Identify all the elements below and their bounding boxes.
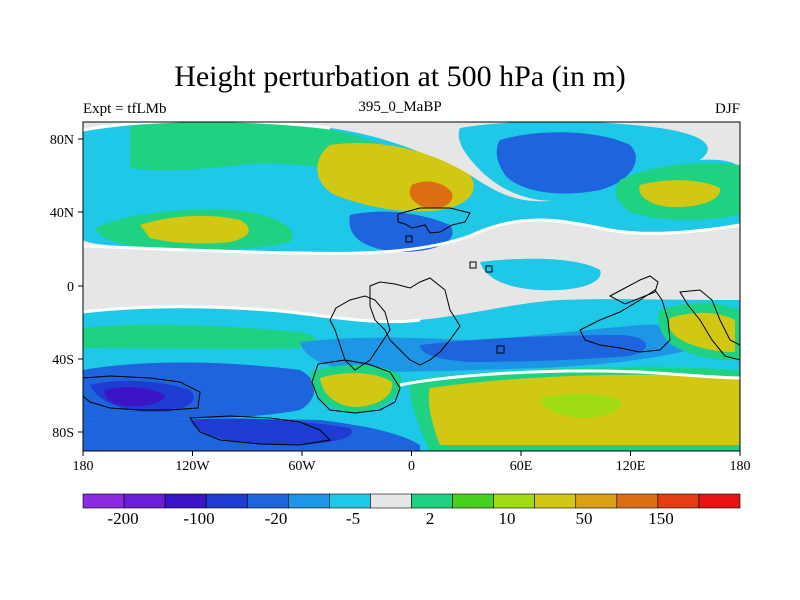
colorbar-swatch xyxy=(657,493,700,509)
x-axis xyxy=(82,451,741,456)
season-label: DJF xyxy=(714,101,740,117)
contour-southwest-darkblue xyxy=(190,418,352,445)
period-label: 395_0_MaBP xyxy=(358,99,442,115)
colorbar-swatch xyxy=(329,493,371,509)
coastline-island-2 xyxy=(469,261,477,269)
coastline-south-west-lower xyxy=(189,415,332,446)
colorbar-label: -20 xyxy=(265,509,288,528)
contour-east-south-yellow xyxy=(668,312,735,352)
colorbar-label: 150 xyxy=(648,509,674,528)
colorbar-swatch xyxy=(82,493,125,509)
x-tick-label: 180 xyxy=(73,459,94,474)
coastline-west-south xyxy=(83,375,201,411)
y-tick-label: 40N xyxy=(50,206,74,221)
experiment-label: Expt = tfLMb xyxy=(83,101,167,117)
colorbar-swatch xyxy=(534,493,577,509)
coastline-island-3 xyxy=(485,265,493,273)
zero-contour-line xyxy=(399,369,740,387)
colorbar-labels: -200 -100 -20 -5 2 10 50 150 xyxy=(107,509,673,528)
contour-pacific-blue xyxy=(496,132,636,194)
contour-south-green xyxy=(83,324,317,349)
x-tick-label: 60E xyxy=(510,459,533,474)
y-tick-label: 40S xyxy=(52,353,74,368)
colorbar-swatch xyxy=(411,493,453,509)
colorbar-swatch xyxy=(616,493,659,509)
coastline-east-asia xyxy=(608,275,659,305)
contour-atlantic-blue xyxy=(349,211,453,252)
x-tick-label: 60W xyxy=(288,459,316,474)
colorbar-label: -200 xyxy=(107,509,138,528)
colorbar-label: -100 xyxy=(183,509,214,528)
colorbar-swatch xyxy=(123,493,166,509)
coastline-africa xyxy=(369,277,461,366)
colorbar-swatch xyxy=(288,493,330,509)
coastline-island-4 xyxy=(496,345,505,354)
colorbar-swatch xyxy=(370,493,412,509)
colorbar-swatch xyxy=(575,493,618,509)
contour-west-south-deep xyxy=(104,387,165,407)
x-tick-label: 120W xyxy=(175,459,210,474)
coastline-atlantic-south xyxy=(311,359,401,414)
x-tick-label: 120E xyxy=(616,459,646,474)
colorbar-swatch xyxy=(493,493,535,509)
contour-south-atlantic-yellow xyxy=(320,373,393,407)
contour-tropic-cyan xyxy=(480,258,601,291)
x-tick-labels: 180 120W 60W 0 60E 120E 180 xyxy=(73,459,751,474)
y-tick-labels: 80N 40N 0 40S 80S xyxy=(50,133,74,441)
contour-east-yellow xyxy=(639,180,721,208)
colorbar-swatch xyxy=(164,493,207,509)
y-axis xyxy=(78,138,83,433)
map-title: Height perturbation at 500 hPa (in m) xyxy=(174,60,626,93)
y-tick-label: 80N xyxy=(50,133,74,148)
colorbar-swatch xyxy=(246,493,289,509)
x-tick-label: 0 xyxy=(408,459,415,474)
contour-north-orange xyxy=(409,181,453,209)
y-tick-label: 0 xyxy=(67,280,74,295)
colorbar-label: 50 xyxy=(576,509,593,528)
coastline-australia xyxy=(579,289,671,353)
colorbar-swatch xyxy=(698,493,741,509)
colorbar-swatch xyxy=(205,493,248,509)
x-tick-label: 180 xyxy=(730,459,751,474)
contour-field xyxy=(83,122,740,451)
colorbar-label: -5 xyxy=(346,509,360,528)
zero-contour-line xyxy=(83,122,331,132)
colorbar-label: 2 xyxy=(426,509,435,528)
coastlines xyxy=(83,207,740,446)
colorbar-swatch xyxy=(452,493,494,509)
contour-indian-lime xyxy=(540,393,621,418)
coastline-south-america xyxy=(329,295,391,371)
y-tick-label: 80S xyxy=(52,426,74,441)
coastline-east-pacific xyxy=(679,289,740,361)
colorbar-label: 10 xyxy=(499,509,516,528)
zero-contour-line xyxy=(83,305,421,324)
coastline-eurasia xyxy=(397,207,471,234)
coastline-island-1 xyxy=(405,235,413,243)
contour-west-yellow xyxy=(140,215,249,244)
colorbar xyxy=(82,493,741,509)
zero-contour-line xyxy=(83,218,740,255)
